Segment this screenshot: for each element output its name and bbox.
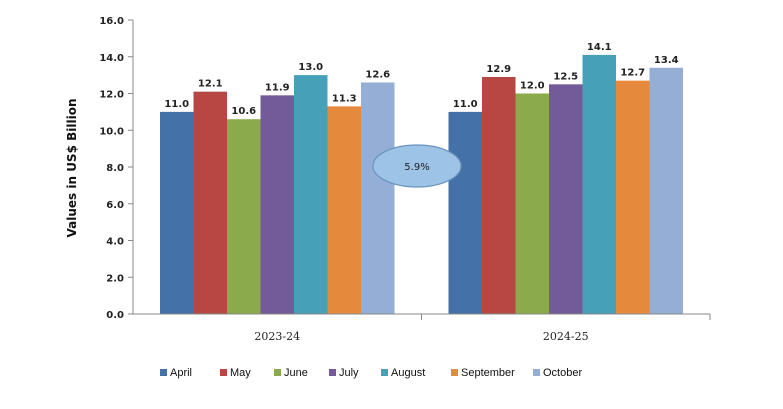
y-tick-label: 10.0 xyxy=(99,126,124,137)
bar-october-2024-25 xyxy=(649,67,683,315)
legend-item-june: June xyxy=(274,367,308,379)
data-label: 14.1 xyxy=(587,42,612,53)
legend-swatch xyxy=(451,369,458,376)
x-category-label: 2023-24 xyxy=(254,330,300,343)
legend-item-april: April xyxy=(160,367,192,379)
annotation-ellipse xyxy=(372,144,462,188)
y-tick-label: 4.0 xyxy=(106,237,124,248)
legend-swatch xyxy=(274,369,281,376)
data-labels: 11.0 12.1 10.6 11.9 13.0 11.3 12.6 11.0 12.9 12.0… xyxy=(164,42,678,117)
bar-april-2023-24 xyxy=(160,111,194,314)
legend-swatch xyxy=(381,369,388,376)
data-label: 11.3 xyxy=(332,93,357,104)
data-label: 11.9 xyxy=(265,82,290,93)
growth-annotation: 5.9% xyxy=(372,144,462,188)
legend-label: June xyxy=(284,367,308,379)
y-tick-label: 2.0 xyxy=(106,273,124,284)
y-tick-label: 8.0 xyxy=(106,163,124,174)
legend-label: September xyxy=(461,367,515,379)
bar-september-2023-24 xyxy=(327,106,361,314)
y-tick-label: 6.0 xyxy=(106,200,124,211)
y-axis-label: Values in US$ Billion xyxy=(65,99,79,238)
data-label: 13.0 xyxy=(298,62,323,73)
bar-october-2023-24 xyxy=(361,82,395,314)
data-label: 12.7 xyxy=(620,68,645,79)
data-label: 12.1 xyxy=(198,79,223,90)
legend: April May June July August September October xyxy=(160,367,582,379)
bar-april-2024-25 xyxy=(448,111,482,314)
y-tick-label: 14.0 xyxy=(99,53,124,64)
y-tick-label: 0.0 xyxy=(106,310,124,321)
legend-label: April xyxy=(170,367,192,379)
data-label: 11.0 xyxy=(453,99,478,110)
legend-item-october: October xyxy=(533,367,582,379)
data-label: 10.6 xyxy=(231,106,256,117)
legend-swatch xyxy=(160,369,167,376)
legend-swatch xyxy=(329,369,336,376)
x-axis-categories: 2023-24 2024-25 xyxy=(254,314,711,343)
legend-label: August xyxy=(391,367,425,379)
legend-item-may: May xyxy=(220,367,251,379)
y-tick-label: 16.0 xyxy=(99,16,124,27)
data-label: 12.6 xyxy=(365,69,390,80)
bar-july-2023-24 xyxy=(260,95,294,315)
bar-august-2024-25 xyxy=(582,54,616,314)
data-label: 11.0 xyxy=(164,99,189,110)
y-tick-label: 12.0 xyxy=(99,90,124,101)
bar-may-2023-24 xyxy=(193,91,227,314)
data-label: 12.0 xyxy=(520,81,545,92)
y-axis-ticks: 0.0 2.0 4.0 6.0 8.0 10.0 12.0 14.0 16.0 xyxy=(99,16,133,321)
legend-label: July xyxy=(339,367,359,379)
legend-swatch xyxy=(220,369,227,376)
data-label: 12.9 xyxy=(486,64,511,75)
bar-series xyxy=(160,54,683,315)
bar-september-2024-25 xyxy=(616,80,650,314)
legend-item-july: July xyxy=(329,367,359,379)
x-category-label: 2024-25 xyxy=(543,330,589,343)
bar-august-2023-24 xyxy=(294,75,328,314)
bar-june-2024-25 xyxy=(515,93,549,314)
legend-item-september: September xyxy=(451,367,515,379)
legend-item-august: August xyxy=(381,367,425,379)
legend-label: May xyxy=(230,367,251,379)
bar-july-2024-25 xyxy=(549,84,583,314)
legend-swatch xyxy=(533,369,540,376)
data-label: 12.5 xyxy=(553,71,578,82)
bar-may-2024-25 xyxy=(482,76,516,315)
legend-label: October xyxy=(543,367,582,379)
annotation-text: 5.9% xyxy=(404,162,429,173)
bar-june-2023-24 xyxy=(227,119,261,314)
data-label: 13.4 xyxy=(654,55,679,66)
